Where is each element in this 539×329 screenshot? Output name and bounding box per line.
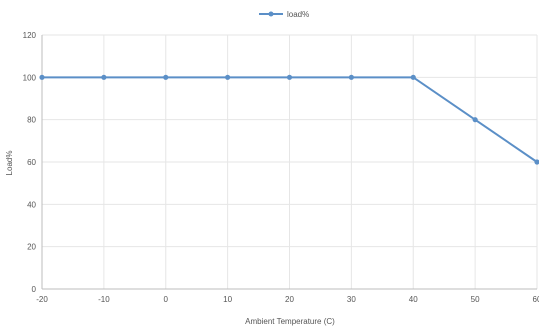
x-tick-label: 50	[471, 295, 480, 304]
data-point	[348, 74, 354, 80]
legend-label-load: load%	[287, 10, 309, 19]
data-point	[101, 74, 107, 80]
data-point	[534, 159, 539, 165]
grid	[41, 34, 538, 290]
y-tick-label: 20	[27, 243, 36, 252]
y-tick-label: 80	[27, 116, 36, 125]
x-axis-title: Ambient Temperature (C)	[245, 317, 335, 326]
y-axis-title: Load%	[5, 151, 14, 176]
legend-marker-load	[268, 11, 274, 17]
y-tick-label: 40	[27, 200, 36, 209]
x-tick-labels: -20 -10 0 10 20 30 40 50 60	[36, 295, 539, 304]
y-tick-labels: 0 20 40 60 80 100 120	[23, 31, 37, 294]
x-tick-label: 10	[223, 295, 232, 304]
y-tick-label: 0	[32, 285, 37, 294]
data-point	[472, 117, 478, 123]
x-tick-label: -10	[98, 295, 110, 304]
x-tick-label: 60	[533, 295, 539, 304]
data-point	[286, 74, 293, 80]
series-load	[39, 74, 539, 165]
y-tick-label: 100	[23, 73, 37, 82]
data-point	[225, 74, 231, 80]
x-tick-label: 30	[347, 295, 356, 304]
legend: load%	[259, 10, 309, 19]
y-tick-label: 120	[23, 31, 37, 40]
x-tick-label: -20	[36, 295, 48, 304]
x-tick-label: 0	[164, 295, 169, 304]
y-tick-label: 60	[27, 158, 36, 167]
data-point	[39, 74, 45, 80]
x-tick-label: 20	[285, 295, 294, 304]
data-point	[163, 74, 169, 80]
x-tick-label: 40	[409, 295, 418, 304]
data-point	[410, 74, 416, 80]
